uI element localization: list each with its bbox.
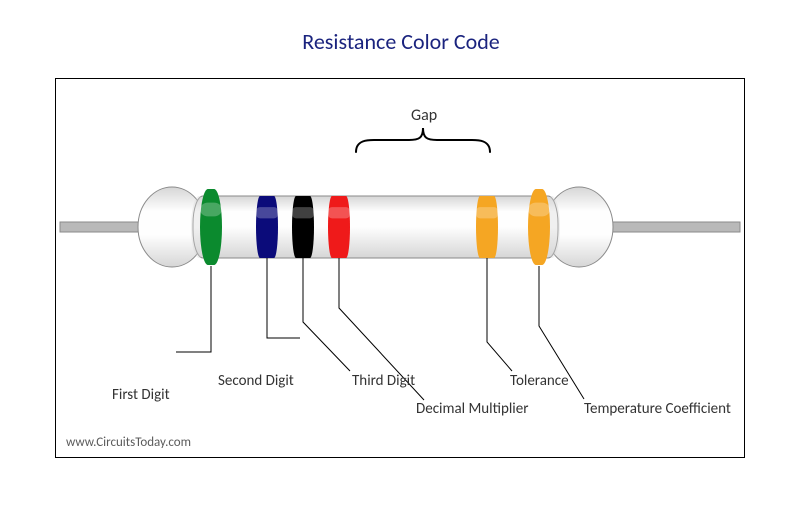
band-tolerance (476, 196, 498, 258)
band-highlight (328, 207, 350, 218)
resistor-body (193, 196, 558, 258)
label-tolerance: Tolerance (510, 372, 569, 390)
leader-second-digit (267, 258, 300, 338)
label-second-digit: Second Digit (218, 372, 294, 390)
band-decimal-mult (328, 196, 350, 258)
label-temp-coeff: Temperature Coefficient (584, 400, 731, 418)
label-third-digit: Third Digit (352, 372, 415, 390)
label-decimal-mult: Decimal Multiplier (416, 400, 528, 418)
leader-third-digit (303, 258, 350, 371)
gap-label: Gap (411, 106, 437, 125)
band-first-digit (200, 189, 222, 265)
band-highlight (292, 207, 314, 218)
band-second-digit (256, 196, 278, 258)
band-highlight (256, 207, 278, 218)
band-highlight (528, 203, 550, 217)
band-temp-coeff (528, 189, 550, 265)
credit-text: www.CircuitsToday.com (66, 435, 191, 450)
lead-right (595, 222, 740, 232)
leader-tolerance (487, 258, 512, 371)
diagram-canvas: Resistance Color Code www.CircuitsToday.… (0, 0, 802, 509)
band-highlight (200, 203, 222, 217)
band-highlight (476, 207, 498, 218)
band-third-digit (292, 196, 314, 258)
gap-brace (356, 128, 490, 152)
label-first-digit: First Digit (112, 386, 170, 404)
resistor-svg (0, 0, 802, 509)
leader-first-digit (176, 266, 211, 352)
